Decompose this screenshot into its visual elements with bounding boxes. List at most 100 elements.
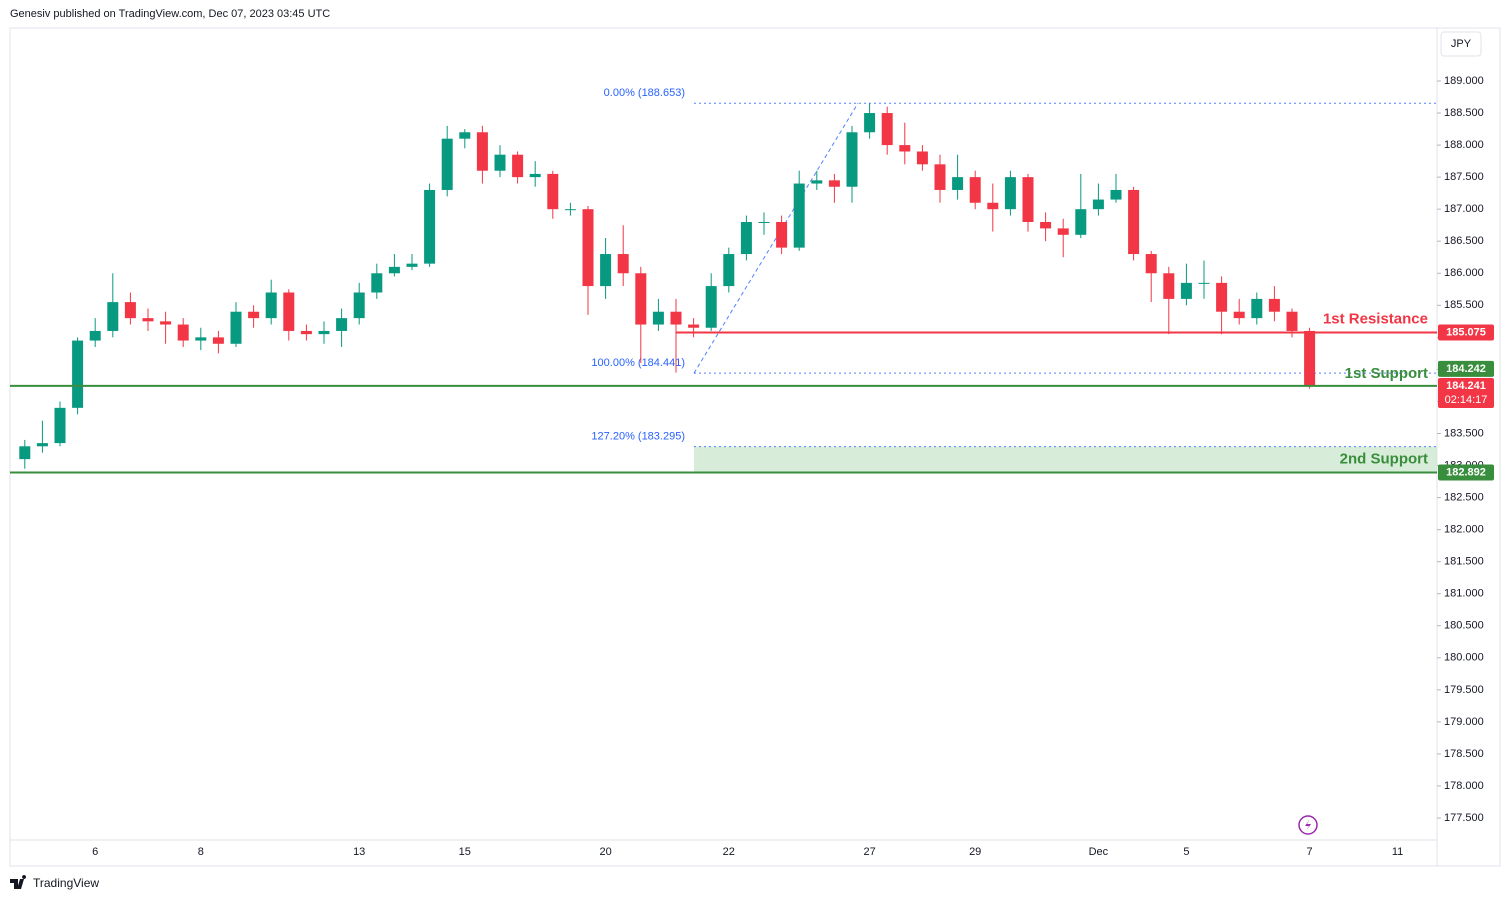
candle-body [353, 292, 365, 319]
candle-body [19, 446, 31, 460]
candle-body [811, 180, 823, 184]
candle-body [828, 180, 840, 187]
candle-body [740, 221, 752, 255]
y-tick-label: 182.000 [1444, 524, 1484, 536]
candle-body [107, 302, 119, 331]
candle-body [670, 311, 682, 325]
candle-body [776, 221, 788, 248]
y-tick-label: 180.000 [1444, 652, 1484, 664]
x-tick-label: 11 [1392, 846, 1403, 858]
fib-label: 100.00% (184.441) [591, 357, 685, 369]
y-tick-label: 185.500 [1444, 299, 1484, 311]
candle-body [195, 337, 207, 341]
level-name: 1st Support [1345, 365, 1428, 382]
y-tick-label: 179.000 [1444, 716, 1484, 728]
candle-body [230, 311, 242, 344]
candle-body [1180, 282, 1192, 299]
y-tick-label: 183.500 [1444, 427, 1484, 439]
candle-body [283, 292, 295, 331]
candle-body [969, 177, 981, 203]
fib-trend [693, 102, 859, 374]
candle-body [89, 330, 101, 341]
candle-body [459, 132, 471, 139]
candle-body [635, 273, 647, 325]
candle-body [1110, 189, 1122, 200]
candle-body [476, 132, 488, 171]
candle-body [371, 273, 383, 293]
candle-body [265, 292, 277, 319]
brand: TradingView [33, 876, 99, 890]
candle-body [723, 254, 735, 287]
candle-body [564, 209, 576, 211]
y-tick-label: 188.500 [1444, 107, 1484, 119]
candle-body [494, 154, 506, 171]
header: Genesiv published on TradingView.com, De… [10, 8, 330, 20]
y-tick-label: 181.500 [1444, 556, 1484, 568]
level-price: 184.242 [1446, 363, 1486, 375]
candle-body [336, 318, 348, 331]
candle-body [705, 286, 717, 328]
level-name: 1st Resistance [1323, 311, 1428, 328]
y-tick-label: 180.500 [1444, 620, 1484, 632]
candle-body [582, 209, 594, 287]
candle-body [36, 443, 48, 447]
y-tick-label: 178.000 [1444, 780, 1484, 792]
candle-body [987, 202, 999, 210]
x-tick-label: 29 [969, 846, 981, 858]
candle-body [758, 221, 770, 223]
candle-body [529, 173, 541, 178]
countdown: 02:14:17 [1445, 394, 1488, 406]
y-tick-label: 189.000 [1444, 75, 1484, 87]
candle-body [652, 311, 664, 325]
level-price-box [1438, 464, 1494, 481]
candle-body [846, 132, 858, 187]
candle-body [1128, 189, 1140, 255]
frame [9, 27, 1501, 867]
x-tick-label: 8 [198, 846, 204, 858]
candle-body [54, 407, 66, 444]
x-tick-label: 22 [723, 846, 735, 858]
fib-label: 127.20% (183.295) [591, 431, 685, 443]
y-tick-label: 188.000 [1444, 139, 1484, 151]
x-tick-label: 13 [353, 846, 365, 858]
candle-body [916, 151, 928, 165]
currency-box[interactable] [1440, 31, 1482, 57]
candle-body [793, 183, 805, 248]
candle-body [406, 263, 418, 267]
y-tick-label: 186.000 [1444, 267, 1484, 279]
candle-body [441, 138, 453, 190]
candle-body [1216, 282, 1228, 312]
logo [10, 875, 27, 889]
candle-body [688, 324, 700, 328]
last-price-box [1438, 378, 1494, 409]
candle-body [617, 254, 629, 274]
candle-body [1022, 177, 1034, 222]
candle-body [1233, 311, 1245, 319]
x-tick-label: Dec [1089, 846, 1109, 858]
candle-body [1040, 221, 1052, 229]
candle-body [864, 113, 876, 133]
alert-icon[interactable] [1298, 815, 1318, 835]
candle-body [600, 254, 612, 287]
x-tick-label: 27 [863, 846, 875, 858]
level-price: 185.075 [1446, 326, 1486, 338]
x-tick-label: 5 [1183, 846, 1189, 858]
candle-body [1163, 273, 1175, 299]
candle-body [1075, 209, 1087, 235]
plot: 0.00% (188.653) 100.00% (184.441) 127.20% … [10, 87, 1437, 474]
currency[interactable]: JPY [1451, 38, 1472, 50]
candle-body [424, 189, 436, 264]
candle-body [1092, 199, 1104, 210]
y-tick-label: 181.000 [1444, 588, 1484, 600]
candle-body [212, 337, 224, 344]
last-price: 184.241 [1446, 380, 1486, 392]
y-tick-label: 187.500 [1444, 171, 1484, 183]
candle-body [1268, 298, 1280, 312]
candle-body [177, 324, 189, 341]
candle-body [388, 266, 400, 274]
fib-label: 0.00% (188.653) [604, 87, 685, 99]
support-zone [694, 446, 1437, 473]
candle-body [1057, 228, 1069, 235]
level-price: 182.892 [1446, 466, 1486, 478]
